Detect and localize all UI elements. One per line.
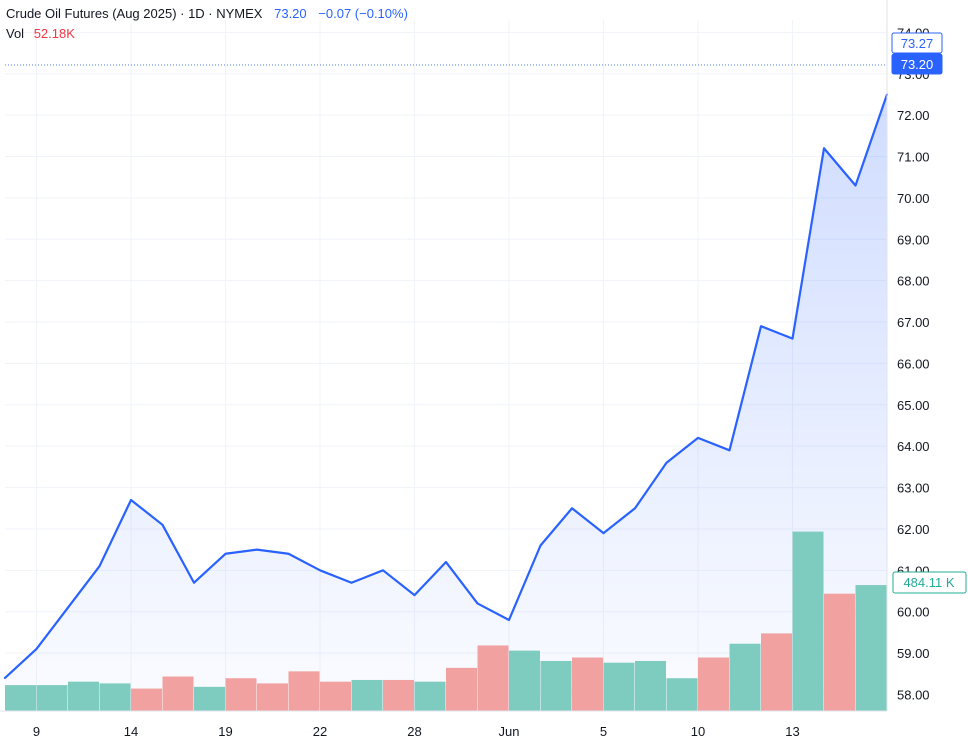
- last-price-badge: 73.20: [891, 53, 943, 75]
- y-tick-label: 62.00: [897, 522, 930, 537]
- x-tick-label: 19: [218, 724, 232, 739]
- y-tick-label: 71.00: [897, 150, 930, 165]
- y-tick-label: 70.00: [897, 191, 930, 206]
- legend-main-row: Crude Oil Futures (Aug 2025) · 1D · NYME…: [6, 4, 408, 24]
- volume-bar: [194, 686, 225, 711]
- volume-bar: [666, 678, 698, 711]
- volume-label[interactable]: Vol: [6, 26, 25, 41]
- volume-bar: [446, 667, 477, 711]
- grid: [5, 20, 887, 711]
- volume-bar: [131, 688, 162, 711]
- price-badges: 73.27 73.20 484.11 K: [891, 32, 967, 594]
- last-price: 73.20: [274, 6, 307, 21]
- volume-bar: [603, 662, 635, 711]
- last-price-badge-label: 73.20: [901, 57, 934, 72]
- y-tick-label: 69.00: [897, 232, 930, 247]
- prev-close-badge-label: 73.27: [901, 36, 934, 51]
- last-price-badge-box: [891, 53, 943, 75]
- symbol-title[interactable]: Crude Oil Futures (Aug 2025) · 1D · NYME…: [6, 6, 263, 21]
- y-tick-label: 58.00: [897, 687, 930, 702]
- y-tick-label: 66.00: [897, 356, 930, 371]
- price-area-fill: [5, 94, 887, 711]
- volume-bar: [824, 593, 855, 711]
- volume-bar: [320, 681, 351, 711]
- volume-bar: [68, 681, 99, 711]
- y-tick-label: 63.00: [897, 481, 930, 496]
- x-tick-label: 22: [313, 724, 327, 739]
- volume-bar: [698, 657, 729, 711]
- volume-bar: [792, 531, 824, 711]
- y-tick-label: 59.00: [897, 646, 930, 661]
- volume-bar: [572, 657, 603, 711]
- price-area: [5, 94, 887, 711]
- x-tick-label: 10: [691, 724, 705, 739]
- volume-bar: [225, 678, 257, 711]
- volume-badge: 484.11 K: [892, 571, 967, 594]
- price-axis[interactable]: 58.0059.0060.0061.0062.0063.0064.0065.00…: [886, 0, 930, 711]
- price-line-group: [3, 64, 889, 679]
- volume-bar: [36, 685, 68, 711]
- volume-bar: [99, 683, 131, 711]
- legend-volume-row: Vol 52.18K: [6, 24, 408, 44]
- prev-close-badge-box: [891, 32, 943, 54]
- volume-value: 52.18K: [33, 26, 75, 41]
- volume-bar: [761, 633, 792, 711]
- volume-bar: [509, 650, 540, 711]
- y-tick-label: 64.00: [897, 439, 930, 454]
- volume-bar: [257, 683, 288, 711]
- y-tick-label: 65.00: [897, 398, 930, 413]
- volume-bar: [162, 676, 194, 711]
- volume-bar: [414, 681, 446, 711]
- volume-bar: [540, 660, 572, 711]
- y-tick-label: 60.00: [897, 605, 930, 620]
- time-axis[interactable]: 9 14 19 22 28 Jun 5 10 13: [0, 710, 887, 739]
- chart-legend: Crude Oil Futures (Aug 2025) · 1D · NYME…: [6, 4, 408, 44]
- x-tick-label: 14: [124, 724, 138, 739]
- volume-bar: [855, 585, 887, 711]
- x-tick-label: 28: [407, 724, 421, 739]
- volume-bars: [5, 531, 887, 711]
- volume-badge-label: 484.11 K: [903, 575, 954, 590]
- volume-bar: [5, 685, 36, 711]
- x-tick-label: Jun: [499, 724, 520, 739]
- volume-bar: [288, 671, 320, 711]
- y-tick-label: 67.00: [897, 315, 930, 330]
- volume-bar: [351, 679, 383, 711]
- y-tick-label: 68.00: [897, 274, 930, 289]
- price-line: [3, 93, 889, 679]
- x-tick-label: 9: [33, 724, 40, 739]
- x-tick-label: 13: [785, 724, 799, 739]
- price-change: −0.07 (−0.10%): [318, 6, 408, 21]
- volume-badge-box: [892, 571, 967, 594]
- volume-bar: [383, 679, 414, 711]
- volume-bar: [635, 660, 666, 711]
- y-tick-label: 72.00: [897, 108, 930, 123]
- volume-bar: [729, 643, 761, 711]
- prev-close-badge: 73.27: [891, 32, 943, 54]
- x-tick-label: 5: [600, 724, 607, 739]
- volume-bar: [477, 645, 509, 711]
